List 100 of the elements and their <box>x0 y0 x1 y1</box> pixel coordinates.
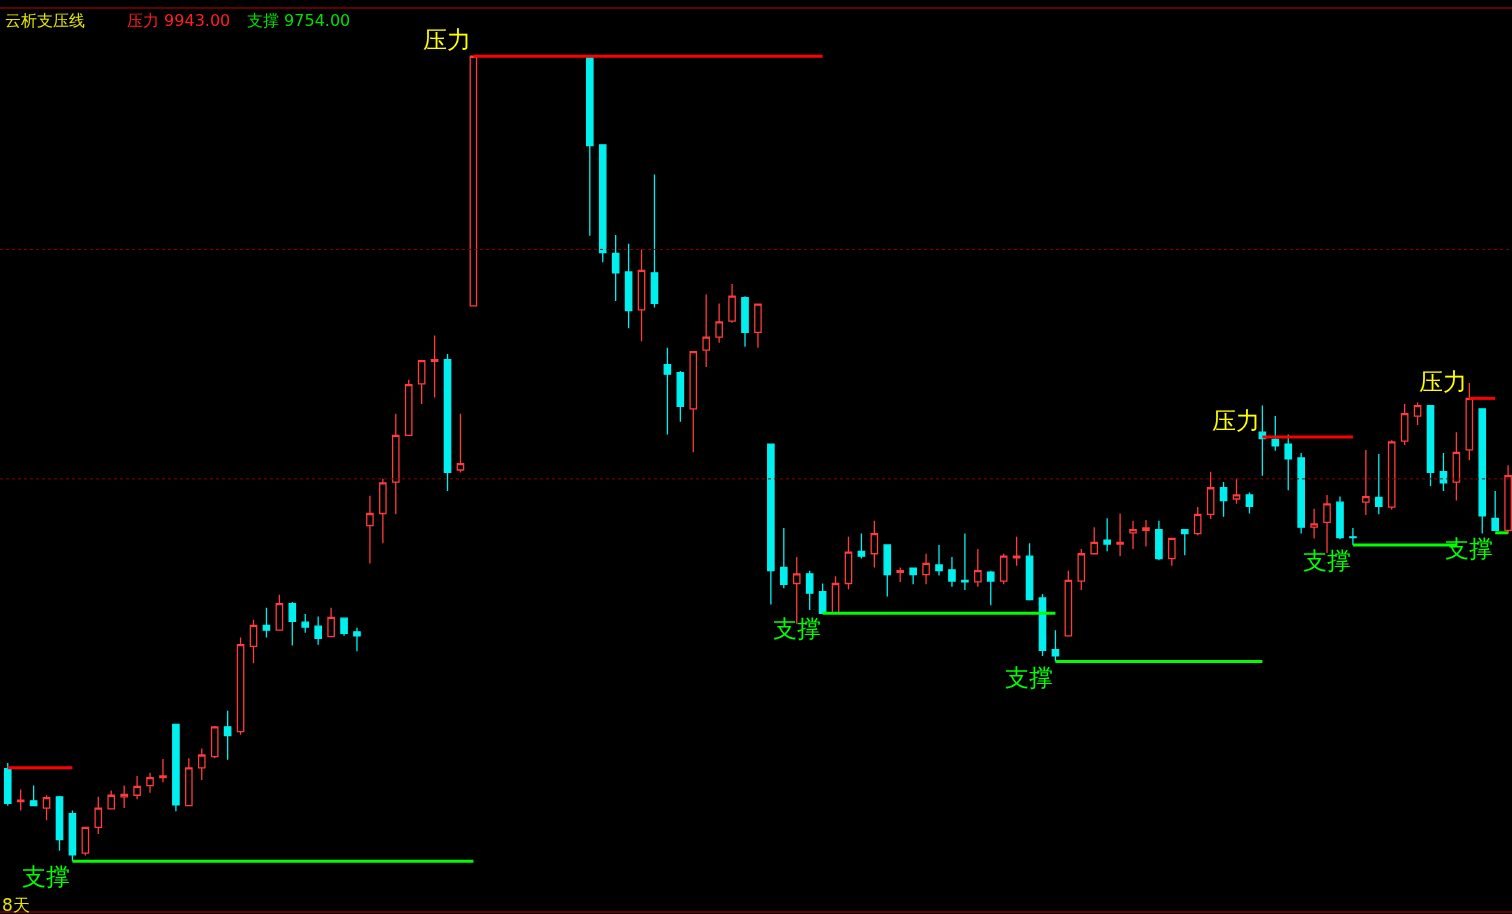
candlestick <box>1349 527 1357 546</box>
candlestick <box>133 775 141 800</box>
series-label: 压力 <box>423 26 471 54</box>
candlestick <box>857 532 866 560</box>
candlestick <box>1439 452 1448 492</box>
candlestick <box>29 784 38 807</box>
candlestick <box>1426 404 1435 487</box>
candlestick <box>1465 382 1474 462</box>
candlestick <box>3 762 12 807</box>
candlestick <box>1206 470 1215 520</box>
candlestick <box>650 173 659 309</box>
candlestick <box>340 617 348 637</box>
candlestick <box>185 757 193 807</box>
candlestick <box>1012 536 1021 567</box>
series-label: 支撑 <box>773 615 821 643</box>
candlestick <box>611 234 620 302</box>
chart-title: 云析支压线 <box>5 11 85 30</box>
candlestick <box>870 520 879 569</box>
candlestick <box>314 615 322 646</box>
candlestick <box>172 723 180 812</box>
candlestick <box>1090 526 1099 555</box>
candlestick <box>1103 517 1111 552</box>
candlestick <box>327 607 335 638</box>
candlestick <box>1362 449 1370 516</box>
candlestick <box>353 627 361 652</box>
candlestick <box>909 567 917 585</box>
candlestick <box>844 536 853 590</box>
candlestick <box>68 809 77 862</box>
series-label: 支撑 <box>1005 664 1053 692</box>
candlestick <box>1452 431 1461 502</box>
candlestick <box>443 353 452 492</box>
candlestick <box>1155 520 1163 561</box>
candlestick <box>741 295 749 348</box>
candlestick <box>1077 548 1086 591</box>
candlestick <box>1245 491 1254 515</box>
candlestick <box>107 789 116 810</box>
candlestick <box>1491 490 1499 532</box>
series-label: 支撑 <box>22 863 70 891</box>
candlestick <box>974 548 982 588</box>
candlestick <box>223 710 232 761</box>
candlestick <box>1219 481 1228 518</box>
candlestick <box>262 607 271 639</box>
candlestick <box>1232 478 1241 505</box>
candlestick <box>197 747 206 781</box>
candlestick <box>55 795 64 852</box>
candlestick <box>1400 403 1409 446</box>
candlestick <box>16 788 25 812</box>
candlestick <box>961 532 969 591</box>
candlestick <box>754 302 762 349</box>
candlestick <box>146 772 154 794</box>
candlestick <box>1387 439 1396 511</box>
candlestick <box>1193 506 1202 536</box>
candlestick <box>81 825 90 857</box>
candlestick <box>663 347 672 436</box>
candlestick <box>1064 569 1073 637</box>
candlestick <box>236 636 245 736</box>
candlestick <box>301 613 310 634</box>
candlestick <box>637 248 646 342</box>
candlestick <box>1025 542 1034 602</box>
candlestick <box>42 794 51 821</box>
candlestick <box>1271 415 1280 452</box>
candlestick <box>1142 519 1150 548</box>
candlestick <box>275 594 284 631</box>
series-label: 压力 <box>1212 407 1260 435</box>
candlestick <box>469 55 478 307</box>
candlestick <box>767 443 775 606</box>
candlestick <box>1413 401 1422 426</box>
candlestick <box>120 784 128 809</box>
candlestick <box>1258 404 1267 477</box>
candlestick <box>1129 520 1137 550</box>
candlestick <box>715 302 723 344</box>
candlestick <box>585 57 594 237</box>
candlestick <box>1297 452 1305 535</box>
candlestick <box>805 569 814 611</box>
candlestick <box>1374 453 1383 515</box>
candlestick <box>430 334 439 399</box>
candlestick <box>728 283 736 324</box>
candlestick <box>1051 629 1060 663</box>
candlestick <box>366 495 374 565</box>
candlestick <box>159 758 167 784</box>
candlestick <box>624 243 633 329</box>
candlestick <box>1336 495 1344 540</box>
candlestick <box>1168 536 1176 567</box>
candlestick <box>676 370 685 423</box>
candlestick <box>896 566 905 583</box>
candlestick <box>1284 433 1293 491</box>
candlestick <box>249 619 258 664</box>
candlestick <box>1310 508 1318 540</box>
series-label: 压力 <box>1419 368 1467 396</box>
candlestick <box>1116 512 1124 557</box>
text: 支撑 9754.00 <box>247 11 351 30</box>
candlestick <box>598 144 607 263</box>
candlestick <box>702 293 711 368</box>
series-label: 支撑 <box>1303 547 1351 575</box>
candlestick <box>922 553 930 585</box>
candlestick <box>1180 528 1189 556</box>
text: 8天 <box>2 895 30 914</box>
candlestick <box>948 556 956 588</box>
candlestick <box>404 379 413 437</box>
candlestick <box>999 553 1008 585</box>
